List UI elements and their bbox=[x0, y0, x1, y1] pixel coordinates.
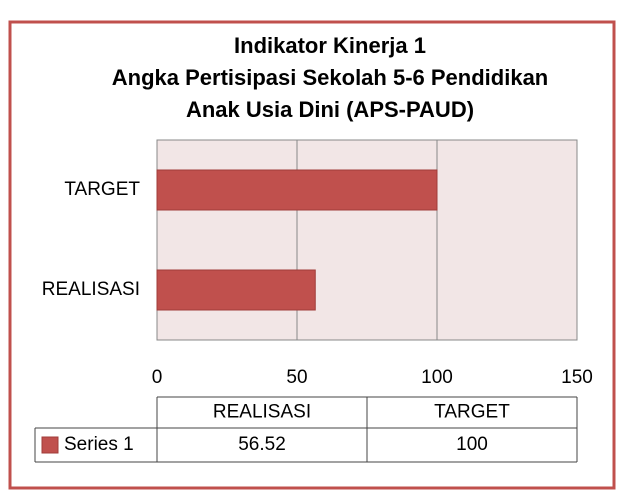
chart-frame bbox=[8, 20, 616, 490]
chart-title: Angka Pertisipasi Sekolah 5-6 Pendidikan bbox=[112, 65, 549, 90]
chart-title: Indikator Kinerja 1 bbox=[234, 33, 426, 58]
legend-swatch bbox=[41, 436, 59, 454]
y-tick-label: REALISASI bbox=[42, 279, 140, 300]
x-tick-label: 100 bbox=[421, 367, 453, 388]
chart-title: Anak Usia Dini (APS-PAUD) bbox=[186, 97, 474, 122]
table-value: 56.52 bbox=[238, 434, 286, 455]
legend-label: Series 1 bbox=[64, 434, 134, 455]
table-header: TARGET bbox=[434, 402, 510, 423]
bar bbox=[156, 269, 316, 311]
bar bbox=[156, 169, 438, 211]
table-header: REALISASI bbox=[213, 402, 311, 423]
x-tick-label: 0 bbox=[152, 367, 163, 388]
y-tick-label: TARGET bbox=[64, 179, 140, 200]
x-tick-label: 150 bbox=[561, 367, 593, 388]
table-value: 100 bbox=[456, 434, 488, 455]
x-tick-label: 50 bbox=[286, 367, 307, 388]
